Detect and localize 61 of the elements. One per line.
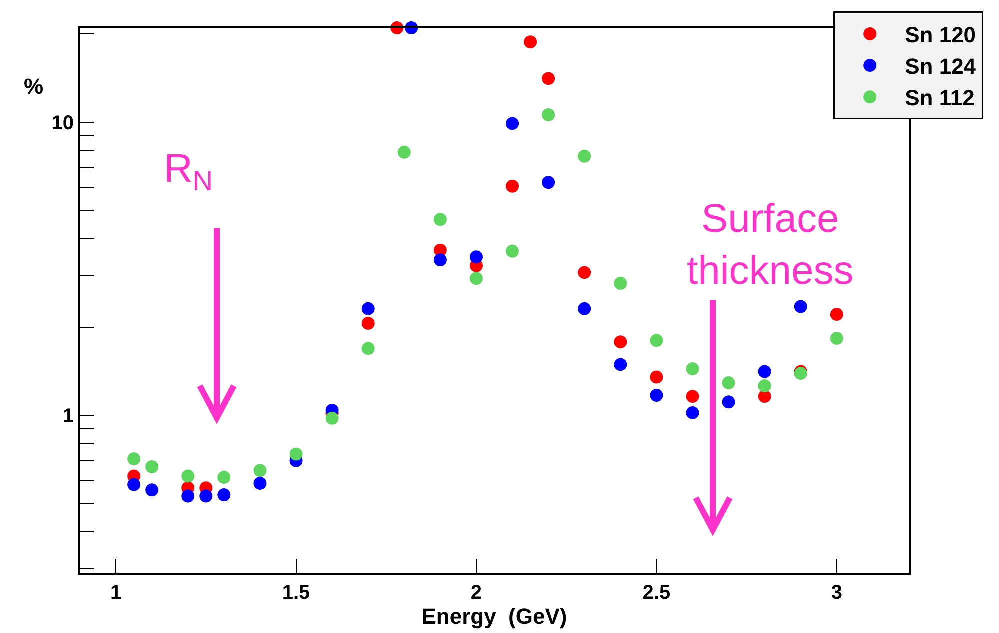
annotation: R$_{N}$ xyxy=(164,147,214,196)
point xyxy=(434,213,447,226)
point xyxy=(506,117,520,130)
legend-label: Sn 120 xyxy=(905,22,976,48)
point xyxy=(506,180,520,193)
point xyxy=(218,488,231,502)
point xyxy=(650,370,664,384)
point xyxy=(578,302,592,316)
point xyxy=(830,332,844,346)
point xyxy=(542,176,556,190)
point xyxy=(146,460,159,474)
point xyxy=(434,254,447,267)
point xyxy=(128,452,141,466)
point xyxy=(182,470,195,483)
point xyxy=(686,406,700,420)
point xyxy=(524,36,538,49)
point xyxy=(722,376,736,390)
point xyxy=(758,380,772,393)
point xyxy=(650,388,664,402)
point xyxy=(650,334,664,348)
point xyxy=(362,316,375,330)
annotation: Surface thickness xyxy=(687,197,854,293)
point xyxy=(128,478,141,492)
point xyxy=(686,362,700,376)
point xyxy=(182,490,195,503)
point xyxy=(362,302,375,316)
x-tick-label: 2.5 xyxy=(642,582,671,604)
point xyxy=(290,448,303,461)
point xyxy=(542,72,556,86)
point xyxy=(614,336,628,349)
point xyxy=(830,308,844,322)
x-tick-label: 1.5 xyxy=(282,582,310,604)
point xyxy=(470,272,483,286)
point xyxy=(686,390,700,404)
point xyxy=(470,250,483,264)
point xyxy=(362,342,375,356)
point xyxy=(758,365,772,378)
point xyxy=(722,396,736,409)
point xyxy=(614,277,628,290)
legend-label: Sn 124 xyxy=(905,54,977,80)
point xyxy=(218,471,231,484)
point xyxy=(506,244,520,258)
legend-label: Sn 112 xyxy=(905,86,975,111)
x-tick-label: 2 xyxy=(470,582,482,604)
point xyxy=(758,390,772,404)
point xyxy=(254,476,267,490)
y-tick-label: 10 xyxy=(52,112,74,134)
point xyxy=(794,300,808,314)
point xyxy=(398,146,411,159)
point xyxy=(146,484,159,497)
point xyxy=(542,108,556,122)
point xyxy=(326,412,339,425)
point xyxy=(614,358,628,372)
x-tick-label: 1 xyxy=(110,582,122,604)
point xyxy=(254,464,267,478)
x-tick-label: 3 xyxy=(831,582,842,604)
point xyxy=(578,266,592,280)
point xyxy=(200,490,213,503)
point xyxy=(578,150,592,163)
y-axis-title: % xyxy=(24,74,44,99)
x-axis-title: Energy (GeV) xyxy=(422,604,568,629)
